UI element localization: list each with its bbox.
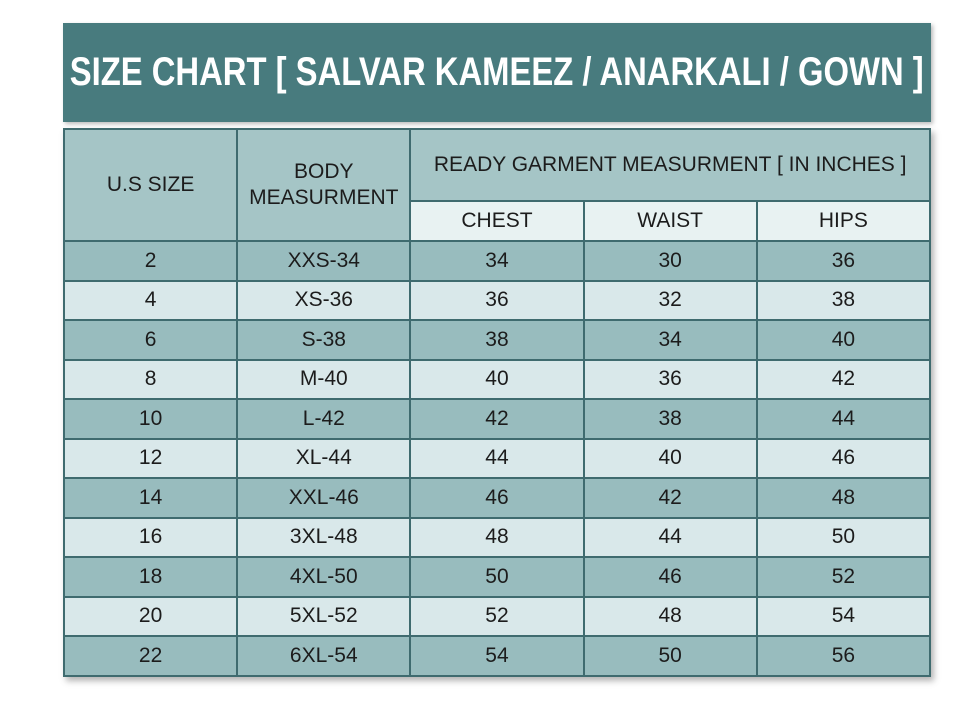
table-row: 12 XL-44 44 40 46 [62, 437, 932, 479]
cell-waist: 46 [582, 556, 758, 598]
cell-us-size: 4 [62, 279, 239, 321]
column-header-body-measurment: BODY MEASURMENT [236, 128, 412, 242]
table-row: 20 5XL-52 52 48 54 [62, 595, 932, 637]
cell-hips: 36 [755, 240, 932, 282]
table-row: 14 XXL-46 46 42 48 [62, 477, 932, 519]
cell-chest: 54 [409, 635, 585, 677]
cell-us-size: 10 [62, 398, 239, 440]
cell-waist: 50 [582, 635, 758, 677]
cell-hips: 54 [755, 595, 932, 637]
column-header-us-size: U.S SIZE [62, 128, 239, 242]
cell-chest: 36 [409, 279, 585, 321]
cell-chest: 40 [409, 358, 585, 400]
cell-chest: 34 [409, 240, 585, 282]
cell-hips: 52 [755, 556, 932, 598]
cell-chest: 50 [409, 556, 585, 598]
cell-waist: 48 [582, 595, 758, 637]
cell-hips: 38 [755, 279, 932, 321]
cell-body-measurment: 6XL-54 [236, 635, 412, 677]
cell-us-size: 8 [62, 358, 239, 400]
cell-hips: 42 [755, 358, 932, 400]
cell-us-size: 18 [62, 556, 239, 598]
cell-hips: 40 [755, 319, 932, 361]
size-chart-table: U.S SIZE BODY MEASURMENT READY GARMENT M… [62, 128, 932, 677]
cell-chest: 44 [409, 437, 585, 479]
cell-body-measurment: M-40 [236, 358, 412, 400]
cell-us-size: 14 [62, 477, 239, 519]
cell-body-measurment: XXS-34 [236, 240, 412, 282]
cell-body-measurment: 3XL-48 [236, 516, 412, 558]
table-row: 16 3XL-48 48 44 50 [62, 516, 932, 558]
cell-body-measurment: XS-36 [236, 279, 412, 321]
cell-hips: 46 [755, 437, 932, 479]
page-title: SIZE CHART [ SALVAR KAMEEZ / ANARKALI / … [70, 50, 924, 94]
table-row: 2 XXS-34 34 30 36 [62, 240, 932, 282]
cell-body-measurment: XXL-46 [236, 477, 412, 519]
cell-us-size: 22 [62, 635, 239, 677]
cell-waist: 40 [582, 437, 758, 479]
cell-waist: 44 [582, 516, 758, 558]
table-row: 22 6XL-54 54 50 56 [62, 635, 932, 677]
column-group-header-ready-garment: READY GARMENT MEASURMENT [ IN INCHES ] [409, 128, 931, 202]
cell-us-size: 20 [62, 595, 239, 637]
column-header-waist: WAIST [582, 200, 758, 242]
column-header-chest: CHEST [409, 200, 585, 242]
cell-hips: 44 [755, 398, 932, 440]
cell-us-size: 6 [62, 319, 239, 361]
table-header-row-main: U.S SIZE BODY MEASURMENT READY GARMENT M… [62, 128, 931, 242]
column-header-hips: HIPS [755, 200, 932, 242]
chart-title-banner: SIZE CHART [ SALVAR KAMEEZ / ANARKALI / … [63, 23, 931, 122]
cell-waist: 32 [582, 279, 758, 321]
cell-body-measurment: S-38 [236, 319, 412, 361]
cell-body-measurment: XL-44 [236, 437, 412, 479]
cell-us-size: 16 [62, 516, 239, 558]
cell-hips: 56 [755, 635, 932, 677]
cell-us-size: 12 [62, 437, 239, 479]
size-chart-table-container: U.S SIZE BODY MEASURMENT READY GARMENT M… [62, 128, 932, 677]
table-row: 4 XS-36 36 32 38 [62, 279, 932, 321]
cell-body-measurment: 5XL-52 [236, 595, 412, 637]
cell-chest: 38 [409, 319, 585, 361]
cell-waist: 34 [582, 319, 758, 361]
cell-waist: 38 [582, 398, 758, 440]
cell-body-measurment: L-42 [236, 398, 412, 440]
cell-hips: 48 [755, 477, 932, 519]
cell-waist: 30 [582, 240, 758, 282]
table-row: 6 S-38 38 34 40 [62, 319, 932, 361]
cell-waist: 36 [582, 358, 758, 400]
table-row: 8 M-40 40 36 42 [62, 358, 932, 400]
cell-chest: 46 [409, 477, 585, 519]
cell-hips: 50 [755, 516, 932, 558]
table-header-row-sub: CHEST WAIST HIPS [64, 200, 932, 242]
cell-waist: 42 [582, 477, 758, 519]
cell-us-size: 2 [62, 240, 239, 282]
cell-chest: 48 [409, 516, 585, 558]
cell-body-measurment: 4XL-50 [236, 556, 412, 598]
cell-chest: 52 [409, 595, 585, 637]
table-row: 10 L-42 42 38 44 [62, 398, 932, 440]
cell-chest: 42 [409, 398, 585, 440]
table-row: 18 4XL-50 50 46 52 [62, 556, 932, 598]
